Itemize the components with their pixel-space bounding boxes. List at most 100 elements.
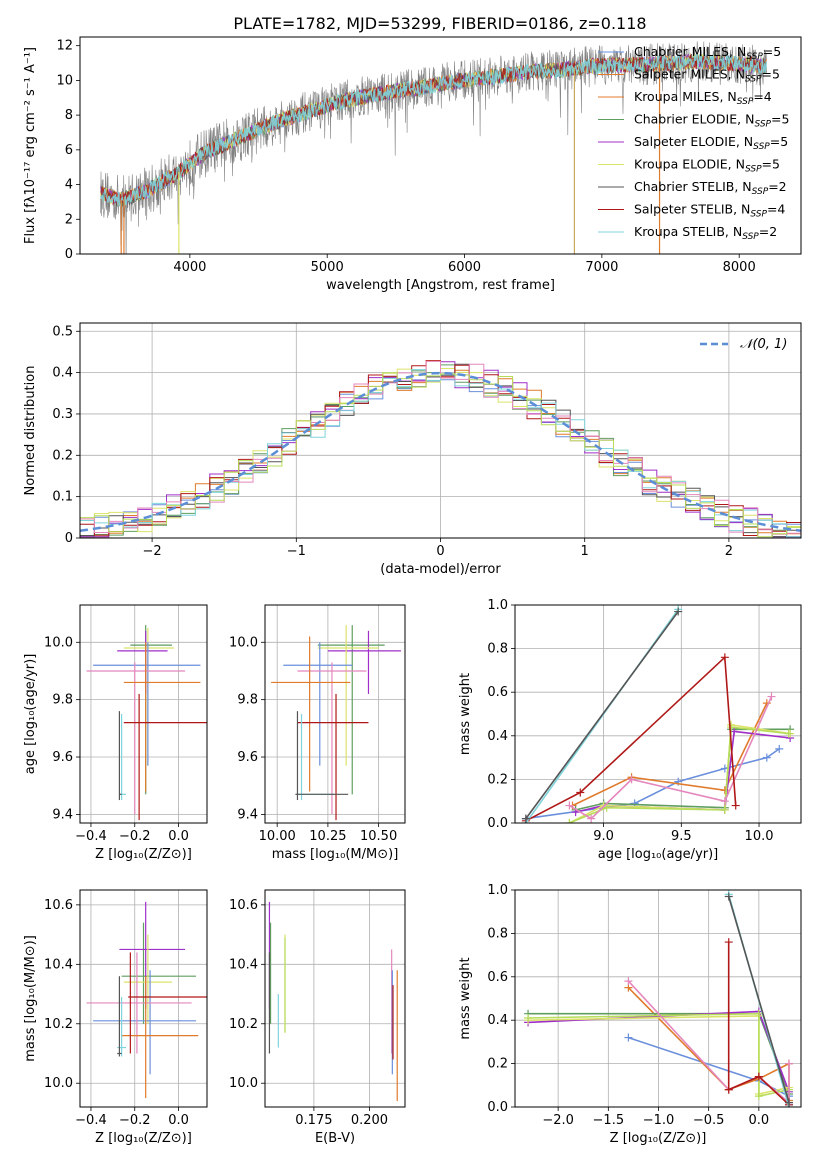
- data-point: [327, 630, 401, 694]
- data-point: [123, 693, 207, 821]
- x-tick-label: 7000: [585, 260, 618, 275]
- legend-label: Kroupa MILES, NSSP=4: [634, 89, 772, 107]
- residuals-plot: [80, 360, 801, 538]
- weight-marker: [762, 753, 771, 762]
- y-axis-label: age [log₁₀(age/yr)]: [23, 654, 38, 775]
- data-point: [93, 642, 201, 766]
- weight-marker: [727, 723, 736, 732]
- axes-frame: [264, 604, 406, 824]
- weight-marker: [784, 1098, 793, 1107]
- spectrum-model-line: [100, 53, 767, 207]
- x-tick-label: 10.0: [745, 829, 774, 844]
- x-tick-label: 9.5: [671, 829, 692, 844]
- y-tick-label: 10.0: [229, 1076, 258, 1091]
- x-tick-label: 5000: [311, 260, 344, 275]
- legend-label: Chabrier ELODIE, NSSP=5: [634, 112, 789, 130]
- legend-label: Chabrier MILES, NSSP=5: [634, 44, 781, 62]
- x-tick-label: −0.4: [75, 1113, 107, 1128]
- legend-label: Salpeter ELODIE, NSSP=5: [634, 134, 788, 152]
- legend-label: Salpeter STELIB, NSSP=4: [634, 202, 785, 220]
- weight-marker: [784, 729, 793, 738]
- weight-marker: [731, 801, 740, 810]
- y-axis-label: mass weight: [458, 673, 473, 755]
- x-tick-label: −1.5: [593, 1113, 625, 1128]
- x-tick-label: −2: [143, 544, 162, 559]
- weight-line: [527, 1012, 790, 1098]
- y-tick-label: 12: [56, 39, 73, 54]
- x-tick-label: 1: [581, 544, 589, 559]
- panel-residuals: −2 −1 0 1 2 0 0.1 0.2 0.3 0.4 0.5 (data-model)/erro…: [23, 322, 802, 577]
- y-tick-label: 0: [65, 247, 73, 262]
- weight-marker: [724, 892, 733, 901]
- data-point: [317, 625, 379, 766]
- data-point: [297, 693, 369, 821]
- y-tick-label: 10.2: [44, 1017, 73, 1032]
- age-vs-Z-plot: [86, 625, 207, 821]
- y-tick-label: 9.6: [237, 750, 258, 765]
- y-tick-label: 0.4: [52, 366, 73, 381]
- data-point: [271, 636, 351, 792]
- y-tick-label: 10: [56, 73, 73, 88]
- data-point: [117, 976, 122, 1057]
- x-axis-label: E(B-V): [315, 1131, 355, 1146]
- data-point: [297, 662, 367, 815]
- data-point: [86, 952, 192, 1054]
- y-tick-label: 0.8: [487, 642, 508, 657]
- x-tick-label: 2: [725, 544, 733, 559]
- data-point: [86, 662, 186, 815]
- x-tick-label: 0.0: [168, 829, 189, 844]
- weight-line: [572, 702, 768, 807]
- mass-vs-Z-plot: [86, 901, 207, 1099]
- weight-marker: [724, 938, 733, 947]
- weight-vs-age-plot: [521, 605, 795, 823]
- weight-marker: [724, 1085, 733, 1094]
- y-axis-label: mass [log₁₀(M/M⊙)]: [23, 935, 38, 1062]
- legend-label: 𝒩(0, 1): [740, 337, 787, 352]
- weight-marker: [565, 819, 574, 823]
- y-tick-label: 9.4: [237, 807, 258, 822]
- y-tick-label: 0.0: [487, 816, 508, 831]
- x-tick-label: 4000: [173, 260, 206, 275]
- y-tick-label: 10.6: [44, 898, 73, 913]
- x-tick-label: −2.0: [542, 1113, 574, 1128]
- residual-histogram: [80, 372, 801, 538]
- weight-marker: [624, 977, 633, 986]
- y-tick-label: 0.6: [487, 970, 508, 985]
- y-tick-label: 10.4: [44, 957, 73, 972]
- weight-line: [727, 896, 790, 1103]
- x-tick-label: 0.0: [749, 1113, 770, 1128]
- age-vs-mass-grid: [265, 605, 405, 823]
- x-tick-label: −1.0: [643, 1113, 675, 1128]
- x-axis-label: (data-model)/error: [380, 562, 501, 577]
- axes-frame: [79, 604, 208, 824]
- y-tick-label: 0.5: [52, 324, 73, 339]
- x-axis-label: age [log₁₀(age/yr)]: [598, 847, 719, 862]
- weight-line: [525, 611, 679, 820]
- x-axis-label: Z [log₁₀(Z/Z⊙)]: [95, 847, 192, 862]
- data-point: [123, 934, 172, 1024]
- legend-label: Kroupa ELODIE, NSSP=5: [634, 157, 780, 175]
- panel-mass-vs-ebv: 0.175 0.200 10.0 10.2 10.4 10.6 E(B-V): [229, 889, 406, 1146]
- y-tick-label: 10.2: [229, 1017, 258, 1032]
- weight-marker: [720, 797, 729, 806]
- weight-marker: [767, 692, 776, 701]
- weight-marker: [754, 1092, 763, 1101]
- y-tick-label: 10.0: [44, 635, 73, 650]
- data-point: [317, 625, 385, 795]
- x-tick-label: −0.2: [119, 1113, 151, 1128]
- y-tick-label: 2: [65, 212, 73, 227]
- panel-weight-vs-Z: −2.0 −1.5 −1.0 −0.5 0.0 0.0 0.2 0.4 0.6 0.8 1.0 Z […: [458, 883, 802, 1146]
- weight-line: [727, 942, 790, 1106]
- figure-title: PLATE=1782, MJD=53299, FIBERID=0186, z=0…: [233, 14, 646, 33]
- axes-frame: [514, 604, 802, 824]
- y-tick-label: 0: [65, 531, 73, 546]
- weight-marker: [720, 805, 729, 814]
- y-tick-label: 8: [65, 108, 73, 123]
- weight-marker: [720, 653, 729, 662]
- y-tick-label: 9.8: [52, 693, 73, 708]
- residuals-legend: 𝒩(0, 1): [700, 337, 787, 352]
- data-point: [295, 711, 349, 801]
- weight-marker: [602, 803, 611, 812]
- y-tick-label: 4: [65, 178, 73, 193]
